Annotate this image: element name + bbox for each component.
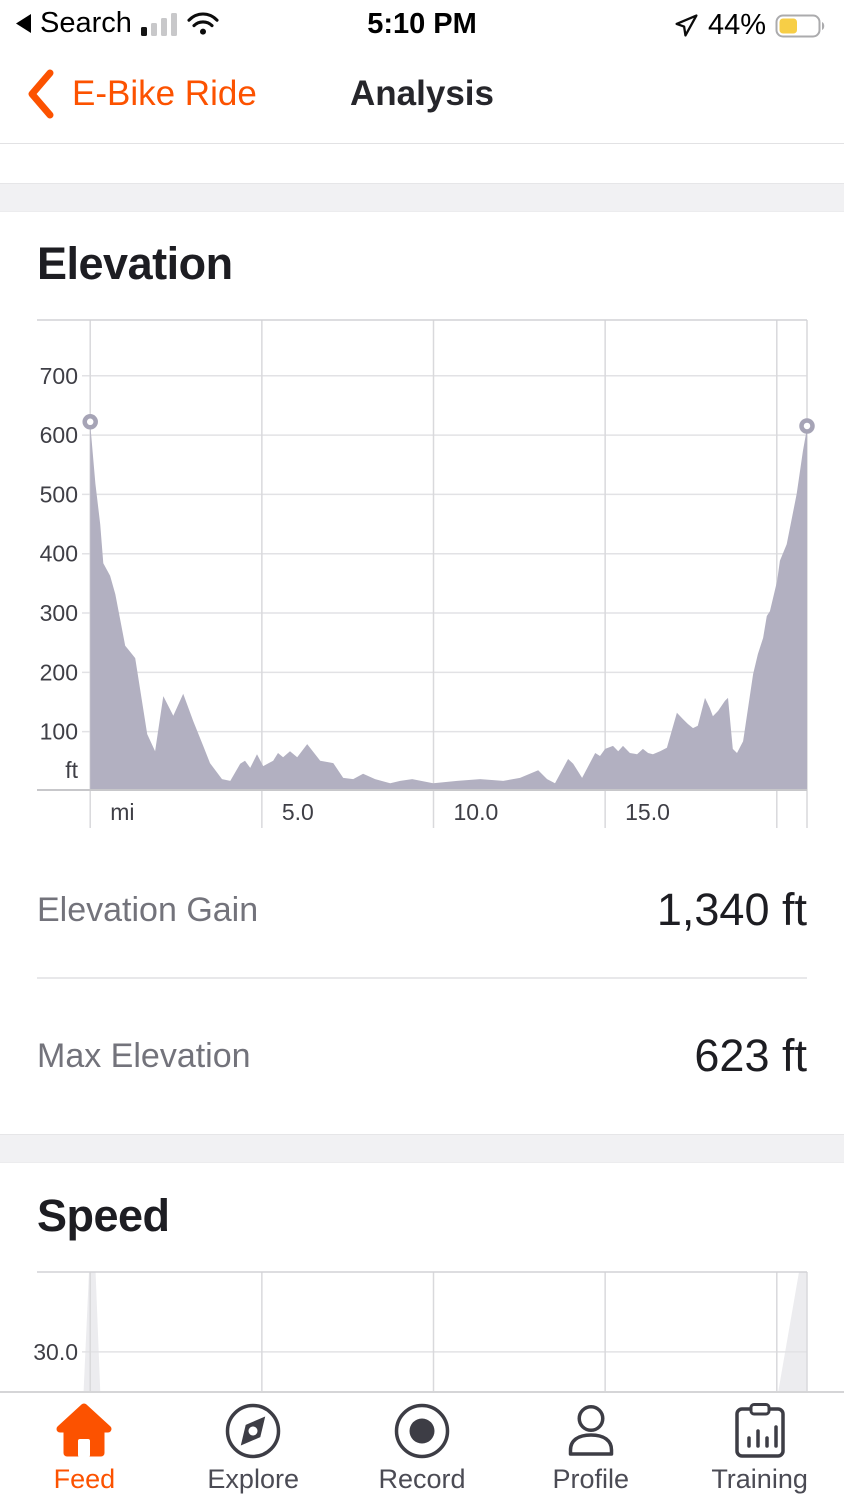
- svg-text:30.0: 30.0: [33, 1339, 78, 1365]
- home-icon: [54, 1400, 114, 1462]
- wifi-icon: [187, 11, 219, 35]
- svg-text:700: 700: [40, 363, 78, 389]
- back-button[interactable]: E-Bike Ride: [24, 68, 257, 120]
- stat-label: Max Elevation: [37, 1036, 251, 1075]
- record-icon: [392, 1400, 452, 1462]
- tab-label: Explore: [207, 1464, 299, 1494]
- stat-value: 623 ft: [694, 1030, 807, 1081]
- tab-bar: Feed Explore Record: [0, 1391, 844, 1500]
- chevron-left-icon: [28, 69, 54, 119]
- battery-percent: 44%: [707, 9, 766, 41]
- section-separator-top: [0, 183, 844, 212]
- back-button-label: E-Bike Ride: [72, 74, 257, 113]
- svg-text:100: 100: [40, 719, 78, 745]
- svg-text:15.0: 15.0: [625, 799, 670, 825]
- svg-text:10.0: 10.0: [454, 799, 499, 825]
- speed-chart[interactable]: 30.0: [0, 1265, 844, 1391]
- training-icon: [730, 1400, 790, 1462]
- tab-label: Record: [378, 1464, 466, 1494]
- tab-label: Feed: [53, 1464, 116, 1494]
- speed-section-title: Speed: [37, 1190, 170, 1241]
- tab-feed[interactable]: Feed: [0, 1393, 169, 1500]
- stat-row-elevation-gain: Elevation Gain 1,340 ft: [0, 871, 844, 949]
- nav-divider: [0, 143, 844, 144]
- status-right-cluster: 44%: [674, 9, 830, 42]
- svg-text:ft: ft: [65, 757, 78, 783]
- page-title: Analysis: [350, 74, 494, 113]
- svg-text:500: 500: [40, 481, 78, 507]
- elevation-section-title: Elevation: [37, 238, 233, 289]
- tab-training[interactable]: Training: [675, 1393, 844, 1500]
- stat-divider: [37, 977, 807, 979]
- section-separator-mid: [0, 1134, 844, 1163]
- stat-row-max-elevation: Max Elevation 623 ft: [0, 1017, 844, 1095]
- cell-signal-icon: [140, 12, 177, 36]
- status-time: 5:10 PM: [367, 8, 477, 40]
- svg-text:400: 400: [40, 541, 78, 567]
- compass-icon: [223, 1400, 283, 1462]
- tab-label: Training: [711, 1464, 808, 1494]
- svg-text:mi: mi: [110, 799, 134, 825]
- svg-text:5.0: 5.0: [282, 799, 314, 825]
- svg-text:600: 600: [40, 422, 78, 448]
- svg-text:200: 200: [40, 659, 78, 685]
- profile-icon: [561, 1400, 621, 1462]
- stat-label: Elevation Gain: [37, 890, 259, 929]
- battery-icon: [775, 14, 825, 37]
- tab-label: Profile: [552, 1464, 630, 1494]
- elevation-chart[interactable]: 700 600 500 400 300 200 100 ft mi 5.0 10.0 15.0: [0, 300, 844, 835]
- nav-bar: E-Bike Ride Analysis: [0, 50, 844, 143]
- tab-explore[interactable]: Explore: [169, 1393, 338, 1500]
- back-triangle-icon: [16, 14, 31, 33]
- svg-text:300: 300: [40, 600, 78, 626]
- tab-profile[interactable]: Profile: [506, 1393, 675, 1500]
- tab-record[interactable]: Record: [338, 1393, 507, 1500]
- stat-value: 1,340 ft: [656, 884, 807, 935]
- status-back-to-app[interactable]: Search: [16, 7, 219, 40]
- status-bar: Search 5:10 PM 44%: [0, 0, 844, 50]
- location-arrow-icon: [675, 14, 698, 37]
- status-back-label: Search: [40, 7, 132, 39]
